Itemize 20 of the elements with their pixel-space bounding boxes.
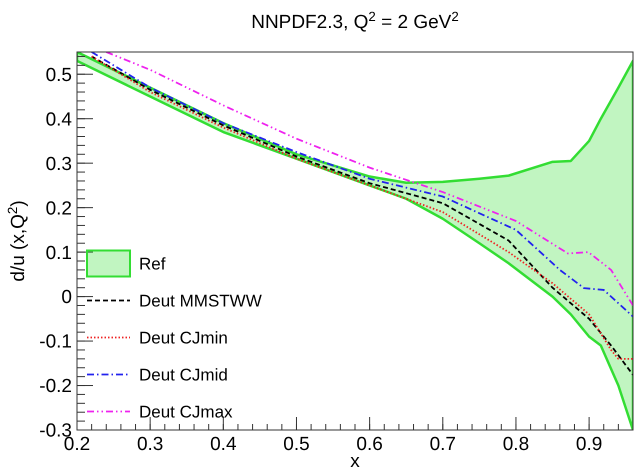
- y-tick-label: 0.2: [46, 198, 72, 220]
- y-tick-label: 0.3: [46, 154, 72, 175]
- x-tick-label: 0.3: [136, 434, 164, 455]
- x-tick-label: 0.5: [283, 434, 310, 455]
- x-tick-label: 0.8: [502, 434, 530, 455]
- x-tick-label: 0.9: [576, 434, 602, 455]
- x-tick-label: 0.4: [210, 434, 237, 455]
- legend-label: Deut CJmax: [139, 402, 234, 422]
- legend-label: Deut MMSTWW: [139, 291, 262, 310]
- chart-title: NNPDF2.3, Q$^{2}$ = 2 GeV$^{2}$: [251, 8, 459, 33]
- x-tick-label: 0.7: [430, 434, 456, 455]
- y-tick-label: 0.4: [46, 109, 72, 130]
- y-tick-label: 0.5: [46, 64, 72, 86]
- legend-label: Deut CJmid: [139, 365, 228, 384]
- y-tick-label: -0.2: [39, 376, 72, 398]
- y-tick-label: 0.1: [46, 242, 72, 264]
- y-tick-label: -0.1: [39, 332, 72, 353]
- y-tick-label: 0: [61, 287, 72, 308]
- legend-label: Ref: [139, 254, 166, 274]
- legend-label: Deut CJmin: [139, 328, 228, 348]
